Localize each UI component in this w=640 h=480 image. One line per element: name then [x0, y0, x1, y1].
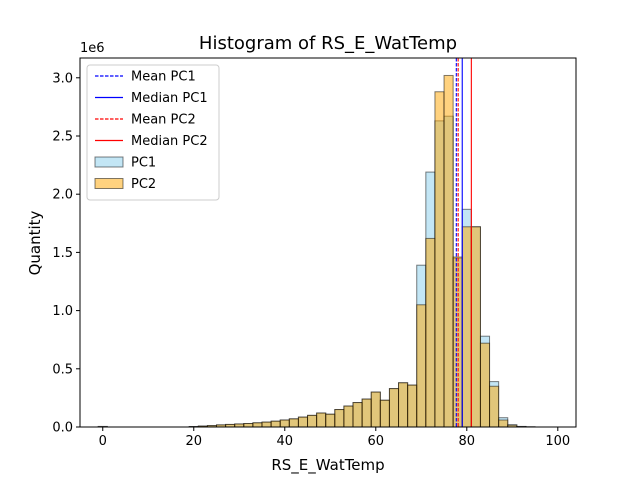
y-tick-label: 0.0 [52, 421, 73, 436]
histogram-bar [443, 74, 454, 427]
legend-swatch-pc2 [94, 178, 124, 189]
x-tick-label: 0 [99, 434, 107, 449]
legend-label-mean-pc2: Mean PC2 [131, 113, 196, 128]
y-tick-label: 0.5 [52, 362, 73, 377]
histogram-bar [343, 405, 354, 427]
histogram-bar [425, 237, 436, 427]
histogram-bar [434, 91, 445, 427]
histogram-bar [470, 226, 481, 427]
histogram-bar [288, 418, 299, 427]
legend-label-median-pc1: Median PC1 [131, 91, 208, 106]
histogram-bar [452, 256, 463, 427]
histogram-bar [416, 304, 427, 427]
legend-label-pc2: PC2 [131, 177, 156, 192]
histogram-bar [361, 398, 372, 427]
legend-label-mean-pc1: Mean PC1 [131, 70, 196, 85]
y-tick-label: 2.5 [52, 129, 73, 144]
histogram-bar [379, 399, 390, 427]
y-tick-label: 1.5 [52, 246, 73, 261]
histogram-bar [325, 413, 336, 427]
histogram-bar [270, 420, 281, 427]
histogram-bar [370, 391, 381, 427]
legend-label-pc1: PC1 [131, 156, 156, 171]
histogram-bar [307, 414, 318, 427]
plot-area: 0 20 40 60 80 100 0.0 0.5 1.0 1.5 2.0 2.5 3.0 [52, 57, 577, 449]
x-tick-label: 20 [185, 434, 202, 449]
y-axis-label: Quantity [26, 210, 44, 275]
legend-swatch-pc1 [94, 156, 124, 168]
y-offset-text: 1e6 [80, 41, 105, 56]
y-tick-label: 1.0 [52, 304, 73, 319]
histogram-bar [489, 385, 500, 427]
histogram-bar [279, 419, 290, 427]
histogram-bar [316, 412, 327, 427]
histogram-bar [479, 342, 491, 427]
histogram-bar [297, 416, 309, 427]
y-tick-label: 2.0 [52, 188, 73, 203]
legend: Mean PC1 Median PC1 Mean PC2 Median PC2 PC1 P… [86, 64, 220, 201]
histogram-bar [352, 402, 363, 427]
x-tick-label: 60 [368, 434, 385, 449]
y-tick-label: 3.0 [52, 71, 73, 86]
histogram-bar [334, 409, 345, 427]
chart-title: Histogram of RS_E_WatTemp [199, 33, 457, 54]
x-tick-label: 40 [276, 434, 293, 449]
x-tick-label: 100 [545, 434, 570, 449]
histogram-bar [388, 388, 400, 427]
x-axis-label: RS_E_WatTemp [271, 456, 384, 475]
histogram-bar [461, 226, 472, 427]
axes-frame [79, 57, 577, 428]
x-tick-label: 80 [459, 434, 476, 449]
histogram-bar [398, 382, 409, 427]
histogram-bar [261, 421, 272, 427]
histogram-bar [243, 423, 254, 427]
legend-label-median-pc2: Median PC2 [131, 134, 208, 149]
histogram-bar [498, 419, 509, 427]
histogram-bar [407, 384, 418, 427]
histogram-bar [252, 422, 263, 427]
